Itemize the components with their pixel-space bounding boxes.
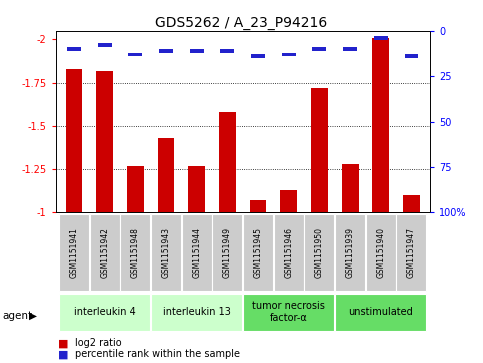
Bar: [403, 195, 420, 212]
Bar: [120, 214, 150, 291]
Bar: [127, 166, 144, 212]
Text: GSM1151939: GSM1151939: [346, 227, 355, 278]
Bar: [366, 214, 396, 291]
Bar: [96, 71, 113, 212]
Bar: [374, 36, 388, 40]
Text: GSM1151944: GSM1151944: [192, 227, 201, 278]
Bar: [274, 214, 304, 291]
Text: percentile rank within the sample: percentile rank within the sample: [75, 349, 240, 359]
Bar: [219, 112, 236, 212]
Text: GSM1151941: GSM1151941: [70, 227, 78, 278]
Text: GSM1151950: GSM1151950: [315, 227, 324, 278]
Bar: [250, 200, 267, 212]
Bar: [151, 294, 242, 331]
Text: GSM1151940: GSM1151940: [376, 227, 385, 278]
Bar: [280, 190, 297, 212]
Text: interleukin 13: interleukin 13: [163, 307, 230, 317]
Bar: [372, 38, 389, 212]
Bar: [311, 88, 328, 212]
Text: GSM1151946: GSM1151946: [284, 227, 293, 278]
Bar: [182, 214, 212, 291]
Text: GSM1151943: GSM1151943: [161, 227, 170, 278]
Text: GSM1151945: GSM1151945: [254, 227, 263, 278]
Bar: [405, 54, 418, 58]
Bar: [90, 214, 120, 291]
Bar: [151, 214, 181, 291]
Text: ■: ■: [58, 338, 69, 348]
Bar: [304, 214, 334, 291]
Bar: [157, 138, 174, 212]
Bar: [397, 214, 426, 291]
Bar: [343, 47, 357, 51]
Text: agent: agent: [2, 311, 32, 321]
Bar: [128, 53, 142, 56]
Bar: [251, 54, 265, 58]
Bar: [66, 69, 83, 212]
Bar: [313, 47, 327, 51]
Bar: [335, 214, 365, 291]
Text: GSM1151947: GSM1151947: [407, 227, 416, 278]
Text: tumor necrosis
factor-α: tumor necrosis factor-α: [252, 301, 325, 323]
Bar: [282, 53, 296, 56]
Bar: [98, 44, 112, 47]
Text: interleukin 4: interleukin 4: [74, 307, 136, 317]
Bar: [159, 49, 173, 53]
Bar: [67, 47, 81, 51]
Bar: [220, 49, 234, 53]
Bar: [335, 294, 426, 331]
Text: unstimulated: unstimulated: [348, 307, 413, 317]
Text: ▶: ▶: [29, 311, 37, 321]
Text: log2 ratio: log2 ratio: [75, 338, 122, 348]
Bar: [190, 49, 204, 53]
Bar: [341, 164, 358, 212]
Bar: [59, 294, 150, 331]
Text: GDS5262 / A_23_P94216: GDS5262 / A_23_P94216: [156, 16, 327, 30]
Text: GSM1151948: GSM1151948: [131, 227, 140, 278]
Bar: [59, 214, 89, 291]
Bar: [243, 294, 334, 331]
Text: GSM1151949: GSM1151949: [223, 227, 232, 278]
Bar: [243, 214, 273, 291]
Bar: [188, 166, 205, 212]
Text: GSM1151942: GSM1151942: [100, 227, 109, 278]
Bar: [213, 214, 242, 291]
Text: ■: ■: [58, 349, 69, 359]
